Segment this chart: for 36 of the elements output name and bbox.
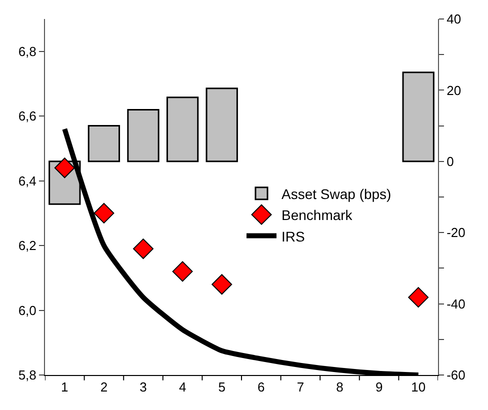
y2-tick-label: 0 [446,154,454,169]
x-tick-label: 7 [296,380,304,395]
x-tick-label: 4 [178,380,186,395]
y-tick-label: 6,2 [18,238,36,254]
y-tick-label: 6,4 [18,173,36,188]
y-tick-label: 6,8 [18,44,36,59]
x-tick-label: 3 [140,380,147,395]
y2-tick-label: 20 [446,82,462,98]
point [54,158,75,178]
legend-label: IRS [282,228,305,244]
x-tick-label: 9 [375,380,383,395]
x-tick-label: 10 [411,380,426,395]
y2-tick-label: -20 [446,225,466,240]
bar [206,88,238,162]
point [133,238,154,260]
bar [88,125,120,162]
x-tick-label: 8 [336,380,344,395]
point [212,274,232,295]
point [94,202,114,224]
y2-tick-label: -60 [446,368,466,383]
x-tick-label: 1 [61,380,68,395]
bar [402,72,434,162]
x-tick-label: 5 [218,380,226,395]
y2-tick-label: 40 [446,12,462,27]
point [172,261,193,282]
legend-label: Benchmark [282,207,354,224]
y-tick-label: 5,8 [18,368,36,383]
point [408,287,429,308]
y-tick-label: 6,0 [18,302,36,318]
x-tick-label: 2 [100,380,108,395]
x-tick-label: 6 [258,380,265,395]
bar [127,109,160,162]
y-tick-label: 6,6 [18,108,36,124]
bar [166,96,199,162]
legend-label: Asset Swap (bps) [282,186,392,202]
y2-tick-label: -40 [446,296,466,312]
